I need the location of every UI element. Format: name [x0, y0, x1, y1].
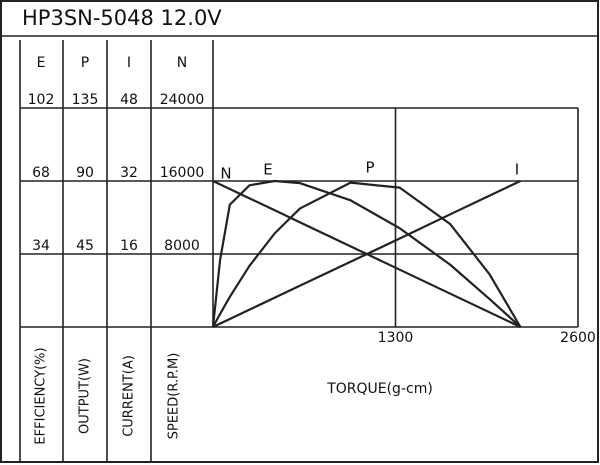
axis-label: OUTPUT(W) — [78, 358, 93, 434]
y-tick-label: 102 — [28, 92, 55, 108]
y-tick-label: 90 — [76, 165, 94, 181]
column-header: I — [127, 55, 131, 71]
y-tick-label: 68 — [32, 165, 50, 181]
axis-label: CURRENT(A) — [122, 355, 137, 437]
curve — [212, 180, 521, 328]
curve — [211, 179, 522, 328]
y-tick-label: 32 — [120, 165, 138, 181]
column-header: E — [37, 55, 46, 71]
curve — [212, 180, 521, 328]
y-tick-label: 45 — [76, 238, 94, 254]
y-tick-label: 8000 — [164, 238, 200, 254]
x-tick-label: 2600 — [560, 330, 596, 346]
y-tick-label: 16 — [120, 238, 138, 254]
curve-label: E — [263, 161, 272, 179]
x-axis-label: TORQUE(g-cm) — [326, 381, 433, 397]
y-tick-label: 16000 — [160, 165, 205, 181]
x-tick-label: 1300 — [378, 330, 414, 346]
column-header: P — [81, 55, 89, 71]
chart-title: HP3SN-5048 12.0V — [22, 6, 222, 30]
curve — [212, 181, 522, 328]
y-tick-label: 135 — [72, 92, 99, 108]
curve-label: P — [365, 159, 374, 177]
curve-label: I — [515, 161, 519, 179]
y-tick-label: 24000 — [160, 92, 205, 108]
y-tick-label: 34 — [32, 238, 50, 254]
axis-label: SPEED(R.P.M) — [167, 353, 182, 440]
axis-label: EFFICIENCY(%) — [34, 347, 49, 444]
y-tick-label: 48 — [120, 92, 138, 108]
column-header: N — [177, 55, 187, 71]
curve-label: N — [220, 165, 231, 183]
